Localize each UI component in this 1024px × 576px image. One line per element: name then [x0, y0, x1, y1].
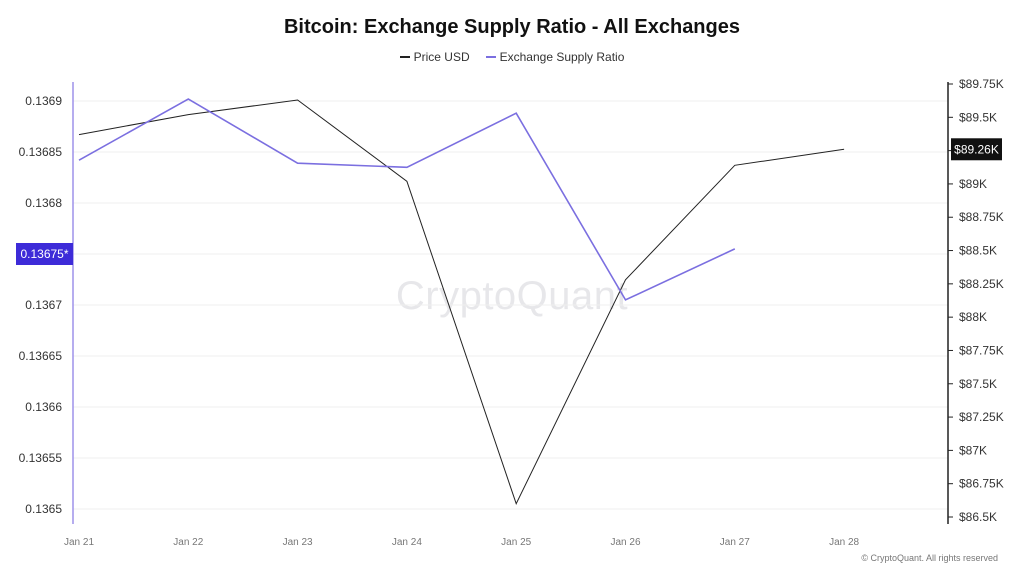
y-right-tick-label: $87.25K — [959, 410, 1004, 424]
right-value-badge-label: $89.26K — [954, 142, 999, 156]
watermark: CryptoQuant — [395, 274, 629, 318]
legend-item-supply-ratio[interactable]: Exchange Supply Ratio — [485, 50, 625, 64]
y-left-tick-label: 0.13665 — [19, 349, 63, 363]
y-left-tick-label: 0.1368 — [25, 196, 62, 210]
legend-swatch-price — [399, 56, 410, 58]
legend-label-price: Price USD — [413, 50, 470, 64]
y-left-tick-label: 0.1366 — [25, 400, 62, 414]
y-right-tick-label: $89.5K — [959, 110, 997, 124]
supply-ratio-line — [78, 98, 736, 301]
left-value-badge-label: 0.13675* — [20, 247, 68, 261]
y-left-tick-label: 0.1369 — [25, 94, 62, 108]
price-usd-line — [78, 99, 845, 506]
y-right-tick-label: $87K — [959, 443, 987, 457]
y-right-tick-label: $88K — [959, 310, 987, 324]
y-right-tick-label: $89.75K — [959, 77, 1004, 91]
y-left-tick-label: 0.1365 — [25, 502, 62, 516]
legend-item-price[interactable]: Price USD — [399, 50, 470, 64]
legend-swatch-supply-ratio — [485, 56, 496, 58]
copyright-text: © CryptoQuant. All rights reserved — [861, 553, 998, 563]
y-left-tick-label: 0.13655 — [19, 451, 63, 465]
y-right-tick-label: $88.75K — [959, 210, 1004, 224]
x-tick-label: Jan 25 — [501, 537, 531, 548]
y-right-tick-label: $89K — [959, 177, 987, 191]
chart-title: Bitcoin: Exchange Supply Ratio - All Exc… — [283, 16, 740, 38]
y-right-tick-label: $87.75K — [959, 343, 1004, 357]
y-left-tick-label: 0.1367 — [25, 298, 62, 312]
right-value-badge — [951, 138, 1002, 161]
legend-label-supply-ratio: Exchange Supply Ratio — [499, 50, 625, 64]
x-tick-label: Jan 28 — [829, 537, 859, 548]
x-tick-label: Jan 24 — [392, 537, 422, 548]
y-left-tick-label: 0.13685 — [19, 145, 63, 159]
x-tick-label: Jan 26 — [610, 537, 640, 548]
y-right-tick-label: $87.5K — [959, 377, 997, 391]
y-right-tick-label: $88.25K — [959, 277, 1004, 291]
chart-legend: Price USD Exchange Supply Ratio — [0, 50, 1024, 64]
y-right-tick-label: $88.5K — [959, 244, 997, 258]
y-right-tick-label: $86.75K — [959, 477, 1004, 491]
x-tick-label: Jan 21 — [64, 537, 94, 548]
x-tick-label: Jan 22 — [173, 537, 203, 548]
left-value-badge — [16, 243, 73, 265]
x-tick-label: Jan 27 — [720, 537, 750, 548]
y-right-tick-label: $86.5K — [959, 510, 997, 524]
x-tick-label: Jan 23 — [283, 537, 313, 548]
